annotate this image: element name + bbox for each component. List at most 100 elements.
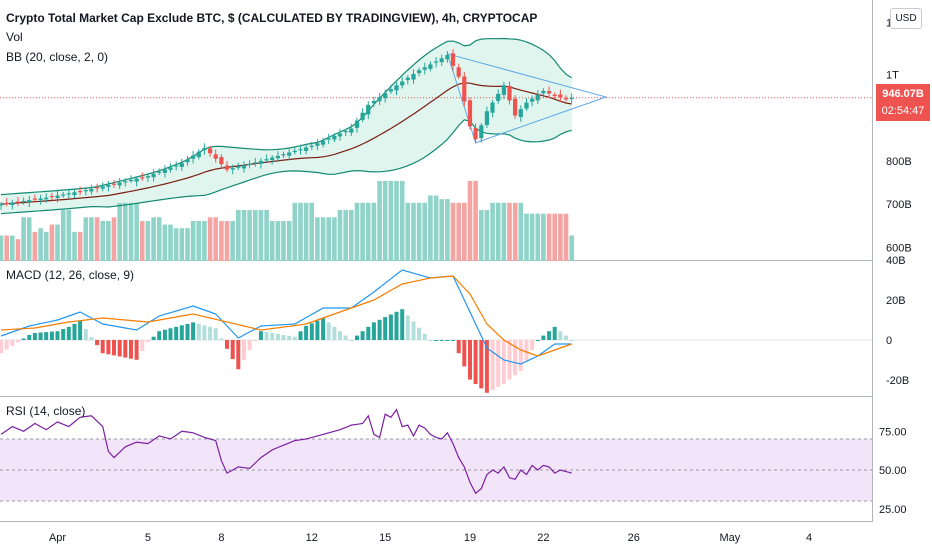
macd-histogram-bar: [129, 340, 133, 359]
candle: [287, 152, 292, 156]
volume-bar: [26, 217, 32, 261]
macd-histogram-bar: [225, 340, 229, 349]
candle: [78, 191, 83, 193]
macd-histogram-bar: [530, 340, 535, 351]
macd-histogram-bar: [456, 340, 461, 354]
bar-countdown-label: 02:54:47: [881, 105, 925, 117]
macd-legend[interactable]: MACD (12, 26, close, 9): [6, 268, 135, 282]
rsi-line: [0, 408, 572, 495]
macd-histogram-bar: [89, 337, 94, 340]
volume-bar: [213, 217, 218, 261]
candle: [230, 168, 235, 170]
volume-bar: [394, 180, 399, 261]
volume-bar: [83, 217, 89, 261]
volume-bar: [168, 224, 173, 261]
macd-histogram-bar: [27, 334, 32, 340]
candle: [100, 186, 105, 189]
volume-bar: [185, 228, 190, 261]
candle: [185, 159, 190, 163]
volume-bar: [173, 228, 179, 261]
volume-bar: [349, 210, 354, 261]
candle: [332, 135, 337, 140]
macd-histogram-bar: [179, 325, 184, 340]
macd-histogram-bar: [236, 340, 241, 370]
macd-histogram-bar: [61, 329, 66, 340]
candle: [337, 133, 343, 137]
volume-bar: [89, 217, 94, 261]
macd-tick-label: 0: [886, 335, 892, 347]
macd-histogram-bar: [16, 340, 20, 343]
candle: [298, 149, 303, 151]
candle: [473, 128, 478, 140]
time-tick-label: 19: [464, 532, 476, 544]
macd-histogram-bar: [564, 335, 568, 340]
volume-bar: [145, 221, 151, 261]
volume-bar: [111, 217, 117, 261]
macd-histogram-bar: [343, 335, 348, 340]
volume-bar: [467, 180, 473, 261]
volume-bar: [563, 213, 569, 261]
volume-bar: [100, 221, 105, 261]
candle: [202, 148, 207, 151]
macd-histogram-bar: [162, 329, 167, 340]
volume-bar: [269, 221, 275, 261]
macd-histogram-bar: [10, 340, 15, 346]
time-tick-label: 26: [628, 532, 640, 544]
volume-bar: [106, 221, 111, 261]
volume-bar: [179, 228, 185, 261]
macd-histogram-bar: [191, 322, 196, 340]
rsi-tick-label: 50.00: [879, 465, 907, 477]
macd-histogram-bar: [558, 331, 563, 340]
candle: [433, 61, 439, 63]
candle: [49, 196, 54, 198]
bb-legend[interactable]: BB (20, close, 2, 0): [6, 50, 109, 64]
candle: [151, 173, 156, 178]
macd-histogram-bar: [168, 328, 173, 340]
candle: [552, 94, 557, 97]
candle: [456, 67, 461, 77]
candle: [72, 192, 77, 196]
volume-bar: [264, 210, 269, 261]
candle: [174, 165, 179, 167]
candle: [507, 85, 512, 101]
chart-title[interactable]: Crypto Total Market Cap Exclude BTC, $ (…: [6, 11, 538, 25]
volume-bar: [275, 221, 281, 261]
candle: [196, 151, 201, 158]
candle: [213, 154, 218, 159]
currency-button[interactable]: USD: [890, 8, 922, 29]
macd-signal-line: [0, 275, 572, 357]
candle: [490, 102, 495, 113]
volume-bar: [524, 213, 529, 261]
macd-histogram-bar: [439, 340, 444, 341]
candle: [95, 187, 100, 189]
macd-histogram-bar: [275, 333, 280, 340]
volume-bar: [445, 199, 450, 261]
rsi-tick-label: 25.00: [879, 504, 907, 516]
macd-histogram-bar: [242, 340, 246, 360]
volume-legend[interactable]: Vol: [6, 30, 23, 44]
time-tick-label: May: [720, 532, 741, 544]
macd-histogram-bar: [473, 340, 478, 384]
macd-histogram-bar: [524, 340, 529, 361]
candle: [236, 166, 241, 168]
macd-histogram-bar: [304, 325, 309, 340]
macd-histogram-bar: [151, 336, 156, 340]
macd-tick-label: -20B: [886, 375, 909, 387]
volume-bar: [286, 221, 292, 261]
volume-bar: [123, 202, 128, 261]
macd-histogram-bar: [287, 335, 292, 340]
triangle-pattern: [446, 53, 608, 144]
candle: [405, 77, 410, 81]
time-tick-label: 12: [306, 532, 318, 544]
macd-histogram-bar: [202, 325, 207, 340]
volume-bar: [151, 217, 156, 261]
volume-bar: [60, 210, 66, 261]
volume-bar: [94, 217, 100, 261]
rsi-legend[interactable]: RSI (14, close): [6, 404, 86, 418]
macd-histogram-bar: [196, 323, 201, 340]
volume-bar: [32, 231, 38, 261]
candle: [157, 171, 162, 173]
macd-histogram-bar: [123, 340, 128, 358]
